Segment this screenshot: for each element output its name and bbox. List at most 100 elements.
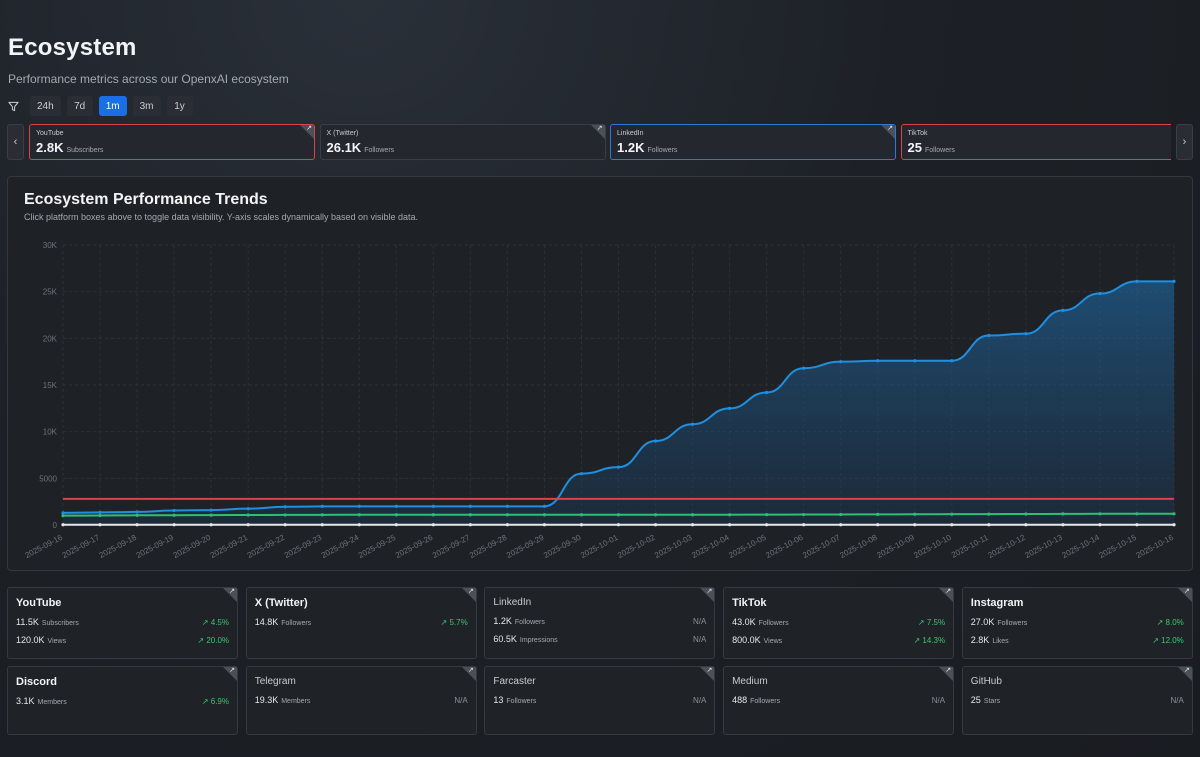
y-tick-label: 0 — [53, 521, 58, 530]
data-point — [802, 523, 806, 527]
stat-change-na: N/A — [693, 635, 707, 644]
platform-card-linkedin[interactable]: LinkedIn 1.2K Followers ↗ — [610, 124, 896, 160]
corner-tab — [461, 667, 476, 681]
stat-card-linkedin[interactable]: LinkedIn 1.2K Followers N/A 60.5K Impressions… — [484, 587, 716, 659]
data-point — [135, 510, 139, 514]
stat-row: 11.5K Subscribers ↗ 4.5% — [16, 617, 229, 629]
x-tick-label: 2025-09-22 — [246, 533, 287, 560]
platform-card-unit: Followers — [924, 147, 955, 154]
stat-card-github[interactable]: GitHub 25 Stars N/A ↗ — [961, 666, 1193, 735]
stat-change: ↗ 6.9% — [201, 697, 229, 706]
stat-row: 14.8K Followers ↗ 5.7% — [255, 617, 468, 629]
data-point — [505, 513, 509, 517]
stat-card-x-twitter-[interactable]: X (Twitter) 14.8K Followers ↗ 5.7% ↗ — [245, 587, 477, 659]
range-button-7d[interactable]: 7d — [66, 96, 93, 116]
external-arrow-icon[interactable]: ↗ — [1183, 588, 1190, 595]
x-tick-label: 2025-10-08 — [838, 533, 879, 560]
corner-tab — [700, 667, 715, 681]
external-arrow-icon[interactable]: ↗ — [706, 588, 713, 595]
range-button-1m[interactable]: 1m — [98, 96, 127, 116]
stat-card-title: Discord — [16, 676, 57, 688]
time-range-filters: 24h 7d 1m 3m 1y — [6, 96, 193, 116]
data-point — [357, 504, 361, 508]
data-point — [320, 523, 324, 527]
external-arrow-icon[interactable]: ↗ — [706, 667, 713, 674]
data-point — [876, 512, 880, 516]
data-point — [876, 359, 880, 363]
series-2[interactable] — [61, 512, 1176, 518]
external-arrow-icon[interactable]: ↗ — [229, 588, 235, 595]
data-point — [468, 504, 472, 508]
stat-unit: Followers — [506, 698, 537, 705]
platform-card-x-twitter-[interactable]: X (Twitter) 26.1K Followers ↗ — [319, 124, 606, 160]
data-point — [1061, 523, 1065, 527]
stat-card-youtube[interactable]: YouTube 11.5K Subscribers ↗ 4.5% 120.0K Views… — [7, 587, 238, 659]
data-point — [616, 523, 621, 527]
data-point — [1024, 512, 1028, 516]
stat-card-farcaster[interactable]: Farcaster 13 Followers N/A ↗ — [484, 666, 716, 735]
stat-card-medium[interactable]: Medium 488 Followers N/A ↗ — [723, 666, 955, 735]
stat-row: 3.1K Members ↗ 6.9% — [16, 696, 229, 708]
stat-unit: Followers — [281, 620, 312, 627]
external-arrow-icon[interactable]: ↗ — [467, 667, 474, 674]
stat-unit: Followers — [997, 620, 1028, 627]
data-point — [1061, 512, 1065, 516]
external-arrow-icon[interactable]: ↗ — [887, 125, 893, 132]
stat-change: ↗ 8.0% — [1156, 618, 1184, 627]
series-0[interactable] — [61, 279, 1176, 525]
stat-row: 60.5K Impressions N/A — [493, 634, 706, 646]
external-arrow-icon[interactable]: ↗ — [1183, 667, 1190, 674]
stat-value: 120.0K — [16, 635, 45, 645]
data-point — [653, 513, 658, 517]
stat-value: 3.1K — [16, 696, 35, 706]
x-tick-label: 2025-10-11 — [950, 533, 990, 560]
corner-tab — [881, 125, 895, 139]
x-tick-label: 2025-10-05 — [727, 533, 768, 560]
external-arrow-icon[interactable]: ↗ — [306, 125, 312, 132]
data-point — [913, 359, 917, 363]
x-tick-label: 2025-09-21 — [209, 533, 250, 560]
stat-change: ↗ 4.5% — [201, 618, 229, 627]
range-button-1y[interactable]: 1y — [166, 96, 193, 116]
data-point — [579, 523, 584, 527]
data-point — [1135, 279, 1139, 283]
platform-card-unit: Followers — [647, 147, 678, 154]
platform-card-youtube[interactable]: YouTube 2.8K Subscribers ↗ — [29, 124, 315, 160]
stat-card-telegram[interactable]: Telegram 19.3K Members N/A ↗ — [245, 666, 477, 735]
data-point — [579, 513, 584, 517]
data-point — [394, 504, 398, 508]
range-button-24h[interactable]: 24h — [30, 96, 61, 116]
stat-card-tiktok[interactable]: TikTok 43.0K Followers ↗ 7.5% 800.0K Views ↗ 1… — [723, 587, 955, 659]
stat-card-title: GitHub — [970, 676, 1002, 687]
corner-tab — [461, 588, 476, 602]
external-arrow-icon[interactable]: ↗ — [596, 125, 603, 132]
filter-icon[interactable] — [6, 99, 20, 113]
external-arrow-icon[interactable]: ↗ — [945, 588, 952, 595]
series-3[interactable] — [61, 523, 1176, 527]
data-point — [765, 513, 769, 517]
x-tick-label: 2025-09-25 — [357, 533, 398, 560]
stat-value: 2.8K — [970, 635, 990, 645]
data-point — [172, 523, 176, 527]
external-arrow-icon[interactable]: ↗ — [467, 588, 474, 595]
carousel-next-button[interactable]: › — [1176, 124, 1193, 160]
carousel-prev-button[interactable]: ‹ — [7, 124, 24, 160]
x-tick-label: 2025-09-17 — [61, 533, 102, 560]
data-point — [765, 390, 769, 395]
external-arrow-icon[interactable]: ↗ — [945, 667, 952, 674]
data-point — [468, 523, 472, 527]
data-point — [765, 523, 769, 527]
x-tick-label: 2025-09-29 — [505, 533, 546, 560]
x-tick-label: 2025-10-10 — [912, 533, 953, 560]
external-arrow-icon[interactable]: ↗ — [229, 667, 235, 674]
data-point — [690, 513, 695, 517]
data-point — [468, 513, 472, 517]
platform-card-value: 1.2K — [617, 140, 645, 155]
stat-card-instagram[interactable]: Instagram 27.0K Followers ↗ 8.0% 2.8K Likes ↗ … — [961, 587, 1193, 659]
data-point — [1172, 279, 1176, 283]
range-button-3m[interactable]: 3m — [132, 96, 161, 116]
data-point — [987, 523, 991, 527]
stat-card-discord[interactable]: Discord 3.1K Members ↗ 6.9% ↗ — [7, 666, 238, 735]
corner-tab — [939, 588, 954, 602]
